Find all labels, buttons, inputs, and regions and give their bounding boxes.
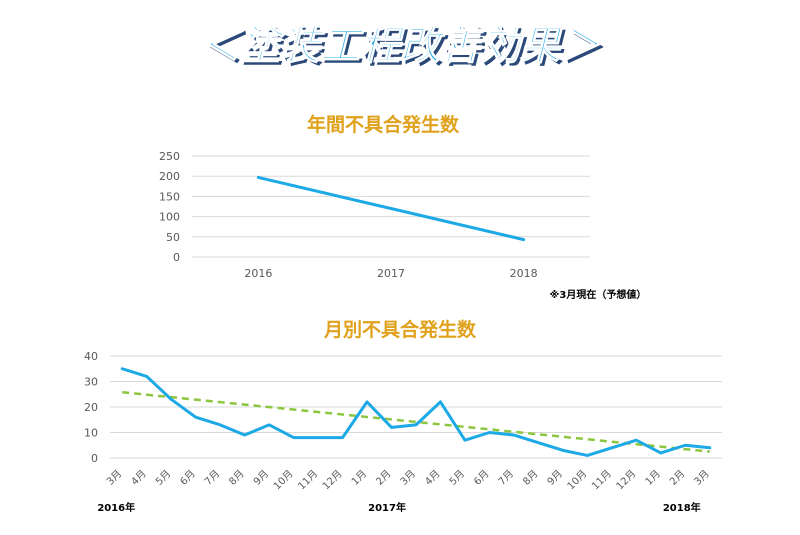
monthly-x-tick-label: 1月 (349, 468, 369, 488)
monthly-x-tick-label: 10月 (565, 468, 590, 493)
annual-series (256, 175, 526, 242)
monthly-x-tick-label: 2月 (374, 468, 394, 488)
monthly-year-label: 2016年 (97, 501, 135, 514)
monthly-y-tick-label: 10 (84, 427, 98, 440)
monthly-x-tick-label: 9月 (545, 468, 565, 488)
monthly-x-tick-label: 7月 (496, 468, 516, 488)
annual-y-tick-label: 0 (173, 251, 180, 264)
monthly-grid (110, 355, 722, 459)
monthly-y-tick-label: 20 (84, 401, 98, 414)
monthly-x-tick-label: 7月 (202, 468, 222, 488)
monthly-x-tick-label: 3月 (104, 468, 124, 488)
monthly-series-line (120, 367, 712, 457)
monthly-x-tick-label: 8月 (520, 468, 540, 488)
annual-defects-chart: 年間不具合発生数 0 50 100 150 200 250 2016 2017 2018 ※3… (159, 113, 646, 301)
monthly-x-tick-label: 4月 (423, 468, 443, 488)
page-title: ＜塗装工程改善効果＞ (200, 23, 601, 69)
annual-y-tick-label: 100 (159, 211, 180, 224)
annual-x-tick-label: 2016 (244, 267, 272, 280)
monthly-y-ticks: 0 10 20 30 40 (84, 350, 98, 465)
annual-y-tick-label: 200 (159, 170, 180, 183)
annual-x-tick-label: 2017 (377, 267, 405, 280)
annual-chart-title: 年間不具合発生数 (307, 113, 460, 136)
monthly-x-tick-label: 1月 (643, 468, 663, 488)
monthly-x-tick-label: 2月 (667, 468, 687, 488)
monthly-year-label: 2018年 (663, 501, 701, 514)
annual-note: ※3月現在（予想値） (550, 288, 647, 301)
monthly-chart-title: 月別不具合発生数 (323, 318, 477, 341)
monthly-x-ticks: 3月 4月 5月 6月 7月 8月 9月 10月 11月 12月 1月 2月 3月 4月 5月 6月 7月 8月 9… (104, 468, 712, 493)
monthly-y-tick-label: 0 (91, 452, 98, 465)
monthly-y-tick-label: 30 (84, 376, 98, 389)
annual-y-tick-label: 150 (159, 190, 180, 203)
monthly-x-tick-label: 8月 (227, 468, 247, 488)
monthly-x-tick-label: 3月 (692, 468, 712, 488)
monthly-x-tick-label: 9月 (251, 468, 271, 488)
page-title-group: ＜塗装工程改善効果＞ ＜塗装工程改善効果＞ (199, 22, 604, 72)
monthly-x-tick-label: 5月 (153, 468, 173, 488)
monthly-x-tick-label: 11月 (589, 468, 614, 493)
annual-series-line (256, 175, 526, 242)
annual-y-ticks: 0 50 100 150 200 250 (159, 150, 180, 264)
monthly-x-tick-label: 6月 (178, 468, 198, 488)
monthly-x-tick-label: 3月 (398, 468, 418, 488)
annual-grid (192, 155, 590, 258)
monthly-x-tick-label: 11月 (296, 468, 321, 493)
monthly-year-labels: 2016年 2017年 2018年 (97, 501, 700, 514)
monthly-trendline (122, 390, 710, 453)
monthly-x-tick-label: 6月 (471, 468, 491, 488)
annual-y-tick-label: 250 (159, 150, 180, 163)
monthly-trendline-group (122, 390, 710, 453)
annual-x-ticks: 2016 2017 2018 (244, 267, 537, 280)
monthly-x-tick-label: 5月 (447, 468, 467, 488)
monthly-x-tick-label: 12月 (614, 468, 639, 493)
annual-y-tick-label: 50 (166, 231, 180, 244)
page-title-shadow: ＜塗装工程改善効果＞ (203, 26, 604, 72)
monthly-series (120, 367, 712, 457)
annual-x-tick-label: 2018 (510, 267, 538, 280)
monthly-year-label: 2017年 (368, 501, 406, 514)
monthly-x-tick-label: 12月 (320, 468, 345, 493)
monthly-y-tick-label: 40 (84, 350, 98, 363)
monthly-x-tick-label: 10月 (271, 468, 296, 493)
monthly-x-tick-label: 4月 (129, 468, 149, 488)
